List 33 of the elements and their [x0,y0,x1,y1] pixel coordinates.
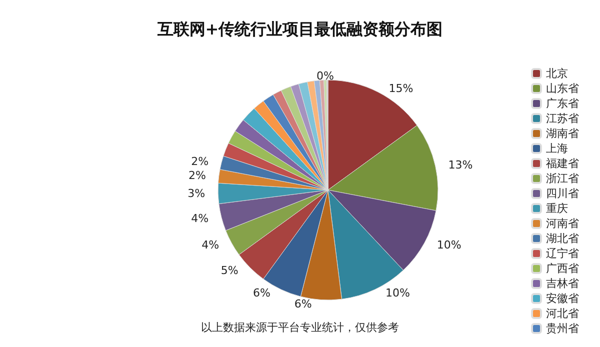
legend-label: 河北省 [546,307,579,320]
data-label: 10% [436,238,462,252]
data-label: 4% [202,238,220,252]
chart-title: 互联网+传统行业项目最低融资额分布图 [156,20,443,38]
data-label: 3% [188,187,206,200]
data-label: 2% [191,155,209,168]
legend-label: 四川省 [546,187,579,200]
data-label: 10% [386,286,410,300]
legend-label: 上海 [546,142,568,155]
data-label: 4% [191,212,209,225]
legend-label: 重庆 [546,202,568,215]
legend-label: 浙江省 [546,172,579,185]
legend-label: 湖南省 [546,127,579,140]
legend-label: 福建省 [546,157,579,170]
legend-label: 辽宁省 [546,247,579,260]
data-label: 6% [294,297,312,310]
legend-label: 贵州省 [546,322,579,335]
data-label: 15% [388,82,414,95]
text: 以上数据来源于平台专业统计，仅供参考 [201,321,399,334]
legend-label: 江苏省 [546,112,579,125]
legend-label: 山东省 [546,82,579,95]
data-label: 2% [188,169,206,182]
legend-label: 吉林省 [546,277,579,290]
data-label: 5% [220,264,238,278]
legend-label: 广东省 [546,97,579,110]
data-label: 13% [448,158,473,172]
legend-label: 北京 [546,67,568,80]
data-label: 0% [316,70,334,82]
legend-label: 广西省 [546,262,579,275]
data-label: 6% [253,286,270,300]
legend-label: 安徽省 [546,292,579,305]
legend-label: 河南省 [546,217,579,230]
legend-label: 湖北省 [546,232,579,245]
